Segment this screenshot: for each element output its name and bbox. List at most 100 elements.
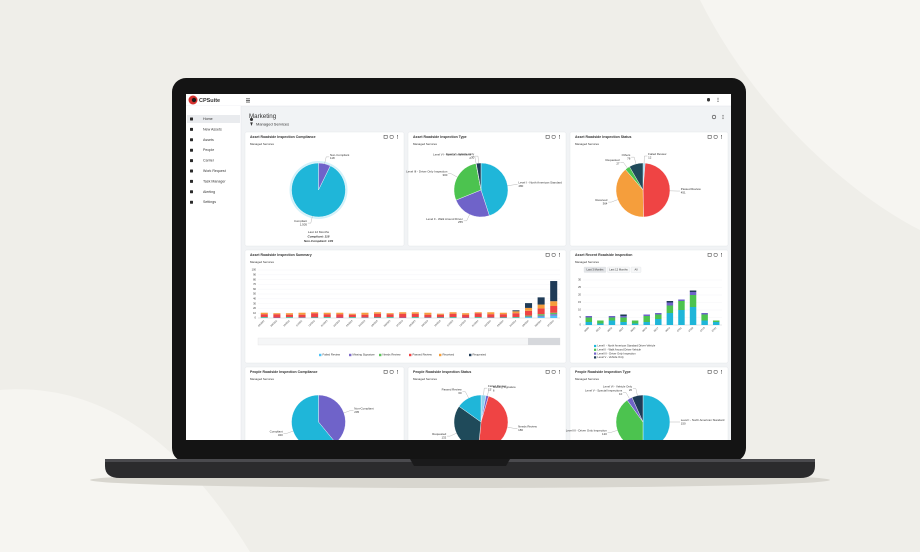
sidebar-icon <box>190 127 193 131</box>
export-icon[interactable] <box>551 135 556 139</box>
logo-mark-inner <box>191 97 197 103</box>
bar-segment <box>550 301 558 306</box>
sidebar-item[interactable]: Assets <box>203 138 214 142</box>
pie-leader <box>507 184 518 186</box>
pie-leader <box>607 430 618 433</box>
more-icon <box>559 254 560 256</box>
pie-label: Level V - Special Inspections <box>585 389 623 393</box>
y-tick-label: 70 <box>253 282 256 286</box>
page-subtitle: Managed Services <box>256 122 289 127</box>
x-tick-label: 11/2022 <box>296 320 304 328</box>
table-icon[interactable] <box>545 253 550 257</box>
more-icon <box>721 372 722 374</box>
panel-footer: Compliant: 118 <box>308 234 330 238</box>
bar-segment <box>585 316 593 318</box>
sidebar-item[interactable]: Carrier <box>203 159 215 163</box>
pie-value: 30 <box>471 155 475 159</box>
bar-segment <box>462 314 470 318</box>
table-icon[interactable] <box>707 370 712 374</box>
x-tick-label: 08/2022 <box>258 320 266 328</box>
bar-segment <box>348 313 356 315</box>
export-icon[interactable] <box>713 253 718 257</box>
panel <box>569 249 729 364</box>
more-icon <box>721 136 722 138</box>
bar-segment <box>424 312 432 315</box>
table-icon[interactable] <box>545 135 550 139</box>
range-selected <box>528 338 560 345</box>
y-tick-label: 40 <box>253 296 256 300</box>
sidebar-item[interactable]: Home <box>203 117 213 121</box>
bar-segment <box>666 302 674 306</box>
y-tick-label: 80 <box>253 277 256 281</box>
y-tick-label: 60 <box>253 287 256 291</box>
export-icon[interactable] <box>713 370 718 374</box>
table-icon[interactable] <box>383 370 388 374</box>
screen: CPSuite Home New Assets Assets People Carrier… <box>186 94 731 440</box>
sidebar-item[interactable]: People <box>203 148 214 152</box>
legend-label: Failed Review <box>323 353 342 357</box>
refresh-icon[interactable] <box>711 114 717 120</box>
bar-segment <box>689 290 697 292</box>
pie-slice <box>318 394 346 440</box>
sidebar-item[interactable]: Task Manager <box>203 179 226 183</box>
x-tick-label: 02/2023 <box>334 320 342 328</box>
table-icon[interactable] <box>383 135 388 139</box>
bell-icon[interactable] <box>707 98 710 102</box>
legend-label: Received <box>443 353 455 357</box>
bar-segment <box>550 281 558 302</box>
sidebar-item[interactable]: Alerting <box>203 190 215 194</box>
pie-leader <box>632 388 638 396</box>
more-icon <box>722 114 724 116</box>
pie-leader <box>307 216 313 224</box>
laptop-base <box>105 459 815 478</box>
bar-segment <box>474 312 482 314</box>
panel-footer: Non-Compliant: 109 <box>304 239 333 243</box>
panel-footer: Last 12 Months <box>308 230 330 234</box>
tab[interactable] <box>630 266 642 273</box>
export-icon[interactable] <box>389 135 394 139</box>
pie-leader <box>462 391 469 399</box>
bar-segment <box>323 312 331 315</box>
export-icon[interactable] <box>551 253 556 257</box>
pie-slice <box>291 162 346 218</box>
bar-segment <box>712 320 720 322</box>
bar-segment <box>537 316 545 318</box>
pie-value: 150 <box>681 421 686 425</box>
pie-leader <box>483 388 488 396</box>
bar-segment <box>537 304 545 309</box>
panel <box>244 249 567 364</box>
x-tick-label: 07/08 <box>689 327 695 333</box>
sidebar-item[interactable]: Settings <box>203 200 216 204</box>
more-icon <box>721 254 722 256</box>
bar-segment <box>689 307 697 325</box>
bar-segment <box>449 313 457 318</box>
table-icon[interactable] <box>707 253 712 257</box>
legend-swatch <box>379 353 382 357</box>
export-icon[interactable] <box>551 370 556 374</box>
export-icon[interactable] <box>713 135 718 139</box>
table-icon[interactable] <box>707 135 712 139</box>
sidebar-icon <box>190 169 193 173</box>
bar-segment <box>273 314 281 318</box>
x-tick-label: 05/27 <box>619 327 625 333</box>
y-tick-label: 30 <box>253 301 256 305</box>
table-icon[interactable] <box>545 370 550 374</box>
tab[interactable] <box>583 266 607 273</box>
brand: CPSuite <box>199 98 220 104</box>
pie-label: Level VI - Vehicle Only <box>603 385 633 389</box>
y-tick-label: 90 <box>253 272 256 276</box>
sidebar-item[interactable]: Work Request <box>203 169 226 173</box>
legend-swatch <box>439 353 442 357</box>
pie-label: Failed Review <box>488 384 507 388</box>
bar-segment <box>537 314 545 316</box>
bar-segment <box>620 314 627 316</box>
bar-segment <box>585 322 593 325</box>
pie-value: 118 <box>330 156 335 160</box>
more-icon <box>559 137 560 139</box>
pie-label: Level II - Walk Around Driver <box>426 217 463 221</box>
panel-title: People Roadside Inspection Status <box>413 370 471 374</box>
export-icon[interactable] <box>389 370 394 374</box>
tab[interactable] <box>607 266 630 273</box>
bar-segment <box>512 313 520 318</box>
sidebar-item[interactable]: New Assets <box>203 127 222 131</box>
